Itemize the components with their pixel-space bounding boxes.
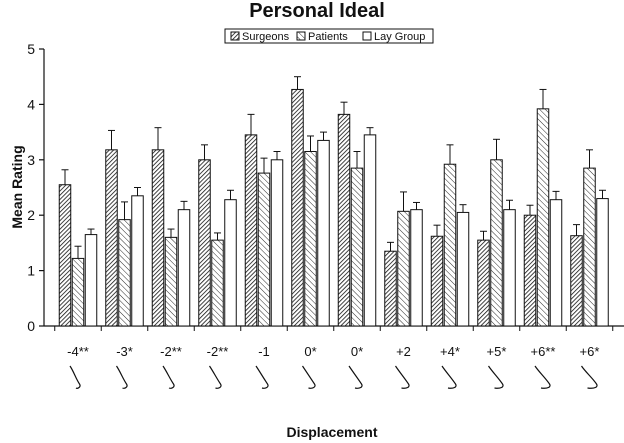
y-axis-label: Mean Rating	[9, 145, 25, 228]
bar	[456, 211, 470, 327]
legend-box	[224, 28, 434, 44]
legend-label: Surgeons	[242, 31, 290, 43]
bar	[397, 210, 410, 327]
bar	[317, 139, 330, 327]
y-tick-label: 0	[27, 318, 35, 334]
nose-profile-icon	[441, 365, 457, 389]
x-axis-label: Displacement	[286, 424, 377, 440]
bar	[570, 235, 583, 327]
bar	[430, 235, 444, 327]
profile-drawings	[69, 365, 598, 389]
bar	[211, 239, 224, 327]
x-tick-label: -1	[258, 344, 270, 359]
x-tick-label: 0*	[351, 344, 363, 359]
x-tick-label: +4*	[440, 344, 460, 359]
bar	[84, 234, 98, 327]
y-tick-label: 3	[27, 152, 35, 168]
bar	[257, 172, 271, 327]
legend-swatch	[362, 31, 372, 41]
bar	[410, 209, 423, 327]
nose-profile-icon	[209, 365, 222, 389]
bar	[363, 134, 377, 327]
y-tick-label: 4	[27, 96, 35, 112]
x-tick-label: -4**	[67, 344, 89, 359]
bar	[198, 159, 211, 327]
bar	[118, 219, 131, 327]
x-tick-label: -2**	[207, 344, 229, 359]
bar	[270, 159, 284, 327]
bar	[224, 199, 237, 327]
bar	[177, 209, 191, 327]
bar	[337, 113, 351, 327]
nose-profile-icon	[348, 365, 363, 389]
bar	[477, 239, 490, 327]
bar	[71, 257, 85, 327]
bar	[596, 198, 609, 327]
bar	[151, 149, 165, 327]
bar	[503, 209, 516, 327]
bar	[244, 134, 258, 327]
nose-profile-icon	[534, 365, 551, 389]
bar	[304, 150, 317, 327]
bar	[105, 149, 118, 327]
x-tick-label: -3*	[116, 344, 133, 359]
nose-profile-icon	[581, 365, 598, 389]
x-tick-label: +2	[396, 344, 411, 359]
y-tick-label: 2	[27, 207, 35, 223]
nose-profile-icon	[488, 365, 504, 389]
legend-label: Lay Group	[374, 31, 425, 43]
bar	[131, 195, 144, 327]
x-tick-label: +6*	[580, 344, 600, 359]
x-tick-label: +6**	[531, 344, 556, 359]
chart-title: Personal Ideal	[249, 0, 385, 22]
bar	[164, 236, 178, 327]
bar	[443, 163, 457, 327]
bar	[291, 88, 304, 327]
bar	[536, 108, 550, 327]
nose-profile-icon	[69, 365, 81, 389]
bar	[384, 250, 397, 327]
nose-profile-icon	[255, 365, 269, 389]
bar	[583, 167, 596, 327]
bar	[58, 184, 72, 327]
x-tick-label: +5*	[487, 344, 507, 359]
nose-profile-icon	[395, 365, 410, 389]
nose-profile-icon	[302, 365, 316, 389]
nose-profile-icon	[162, 365, 175, 389]
x-tick-label: -2**	[160, 344, 182, 359]
y-tick-label: 5	[27, 41, 35, 57]
legend: Surgeons Patients Lay Group	[224, 28, 434, 44]
bar	[549, 199, 563, 327]
bar	[350, 167, 364, 327]
bar	[523, 214, 537, 327]
nose-profile-icon	[116, 365, 128, 389]
y-tick-label: 1	[27, 263, 35, 279]
legend-swatch	[230, 31, 240, 41]
bars	[58, 76, 609, 327]
legend-swatch	[296, 31, 306, 41]
category-labels: -4** -3* -2** -2** -1 0* 0* +2 +4* +5* +6** +6*	[67, 344, 599, 359]
x-tick-label: 0*	[304, 344, 316, 359]
legend-label: Patients	[308, 31, 348, 43]
bar	[490, 159, 503, 327]
